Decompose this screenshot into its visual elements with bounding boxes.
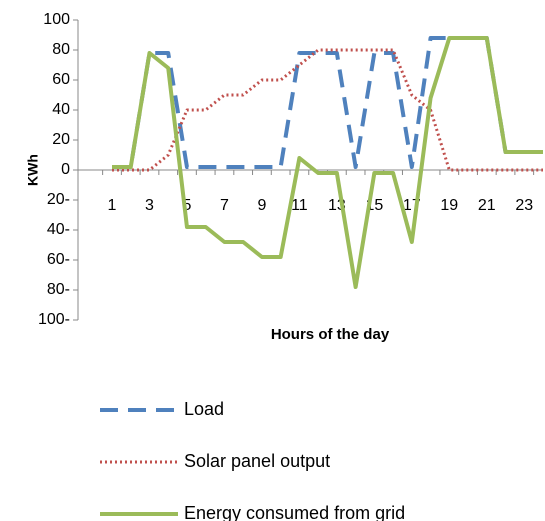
y-tick-label: 60 <box>52 71 70 88</box>
y-tick-label: 100 <box>43 11 70 28</box>
x-tick-label: 1 <box>108 197 117 214</box>
legend-label: Energy consumed from grid <box>184 503 405 521</box>
x-tick-label: 9 <box>257 197 266 214</box>
legend-label: Solar panel output <box>184 451 330 471</box>
x-tick-label: 5 <box>183 197 192 214</box>
x-tick-label: 7 <box>220 197 229 214</box>
y-tick-label: 60- <box>47 251 70 268</box>
y-tick-label: 20- <box>47 191 70 208</box>
y-axis-title: KWh <box>25 154 41 186</box>
x-tick-label: 3 <box>145 197 154 214</box>
legend-label: Load <box>184 399 224 419</box>
y-tick-label: 80- <box>47 281 70 298</box>
y-tick-label: 100- <box>38 311 70 328</box>
x-axis-title: Hours of the day <box>271 326 390 343</box>
x-tick-label: 11 <box>291 197 308 214</box>
x-tick-label: 23 <box>515 197 533 214</box>
y-tick-label: 20 <box>52 131 70 148</box>
series-line <box>112 36 543 289</box>
x-tick-label: 21 <box>478 197 496 214</box>
y-tick-label: 40 <box>52 101 70 118</box>
y-tick-label: 80 <box>52 41 70 58</box>
y-tick-label: 0 <box>61 161 70 178</box>
series-line <box>112 48 543 172</box>
x-tick-label: 19 <box>440 197 458 214</box>
y-tick-label: 40- <box>47 221 70 238</box>
